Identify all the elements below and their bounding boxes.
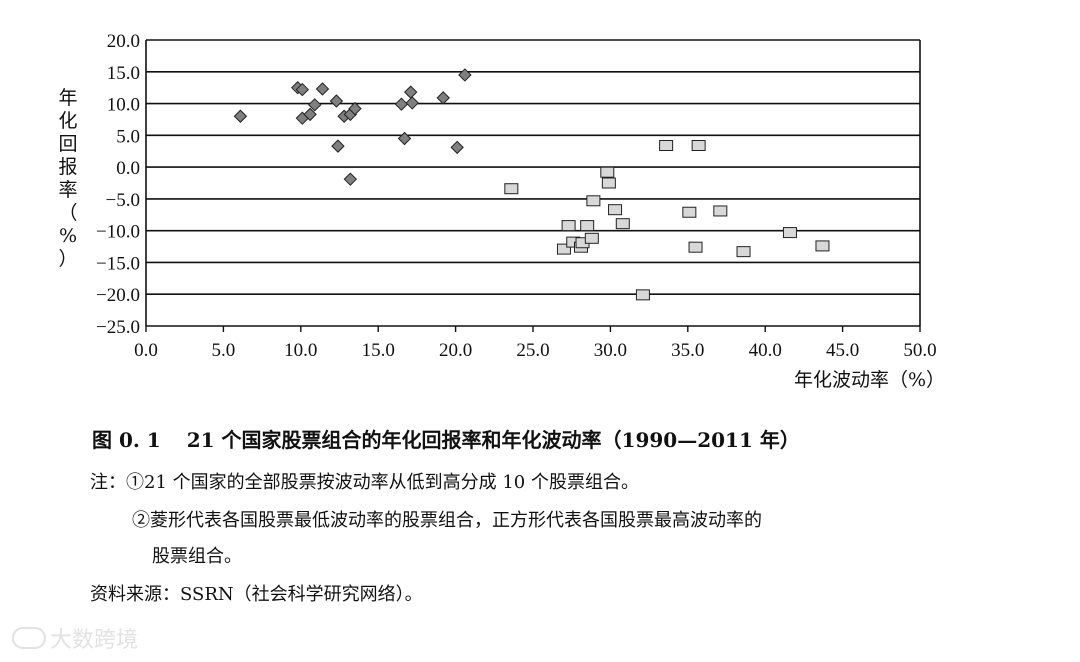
diamond-point	[233, 109, 248, 123]
y-label-char: 年	[58, 87, 77, 109]
diamond-point	[404, 85, 418, 99]
diamond-point	[397, 131, 412, 146]
y-label-char: 率	[58, 179, 77, 201]
y-label-char: （	[58, 202, 77, 224]
square-point	[580, 220, 595, 232]
y-label-char: 化	[58, 110, 77, 132]
x-tick-label: 25.0	[516, 340, 549, 361]
diamond-point	[308, 98, 322, 112]
note-line-3: 股票组合。	[152, 546, 242, 567]
diamond-point	[329, 94, 344, 108]
diamond-point	[348, 101, 362, 116]
diamond-point	[315, 82, 330, 96]
scatter-chart: 20.0 15.0 10.0 5.0 0.0 −5.0 −10.0 −15.0 −20.0 −25…	[58, 31, 945, 391]
y-tick-label: −20.0	[96, 285, 140, 306]
x-tick-label: 40.0	[749, 340, 782, 361]
square-point	[601, 177, 616, 189]
source-note: 资料来源：SSRN（社会科学研究网络）。	[90, 584, 423, 605]
diamond-point	[295, 82, 310, 97]
y-tick-label: 0.0	[116, 158, 140, 179]
figure-number: 图 0. 1	[92, 428, 161, 452]
x-tick-label: 50.0	[903, 340, 936, 361]
square-point	[736, 246, 751, 258]
y-tick-label: −25.0	[96, 317, 140, 338]
x-tick-label: 5.0	[212, 340, 236, 361]
y-tick-label: 5.0	[116, 126, 140, 147]
square-point	[713, 205, 728, 217]
square-point	[615, 218, 630, 230]
x-tick-label: 15.0	[362, 340, 395, 361]
x-axis-label: 年化波动率（%）	[794, 369, 945, 391]
watermark-logo-icon	[12, 627, 46, 649]
diamond-point	[331, 139, 345, 153]
square-point	[815, 240, 830, 252]
square-point	[659, 140, 674, 152]
y-tick-label: −5.0	[106, 190, 140, 211]
note-line-2: ②菱形代表各国股票最低波动率的股票组合，正方形代表各国股票最高波动率的	[132, 510, 762, 531]
square-point	[682, 206, 697, 218]
diamond-point	[394, 97, 409, 111]
y-tick-label: −10.0	[96, 222, 140, 243]
x-tick-labels: 0.0 5.0 10.0 15.0 20.0 25.0 30.0 35.0 40.0 45.0 50…	[134, 340, 937, 361]
square-point	[556, 243, 571, 255]
square-point	[782, 227, 797, 239]
square-point	[584, 232, 599, 244]
square-point	[504, 183, 519, 195]
y-tick-label: 15.0	[107, 63, 140, 84]
x-tick-label: 10.0	[284, 340, 317, 361]
grid-lines	[146, 39, 920, 327]
diamond-point	[458, 68, 472, 82]
x-tick-label: 30.0	[594, 340, 627, 361]
diamond-point	[405, 96, 419, 110]
axes	[145, 40, 921, 332]
diamond-point	[343, 172, 358, 186]
y-axis-label: 年化回报率（%）	[58, 87, 77, 270]
y-tick-labels: 20.0 15.0 10.0 5.0 0.0 −5.0 −10.0 −15.0 −20.0 −25…	[96, 31, 140, 338]
y-tick-label: 20.0	[107, 31, 140, 52]
y-label-char: 回	[58, 133, 77, 155]
figure-caption: 图 0. 1 21 个国家股票组合的年化回报率和年化波动率（1990—2011 年…	[92, 424, 800, 453]
square-point	[691, 140, 706, 152]
square-point	[635, 289, 650, 301]
square-point	[688, 241, 703, 253]
diamond-point	[450, 140, 464, 155]
diamond-point	[303, 107, 317, 122]
watermark: 大数跨境	[12, 622, 138, 654]
square-point	[586, 195, 601, 207]
note-line-1: 注：①21 个国家的全部股票按波动率从低到高分成 10 个股票组合。	[90, 472, 639, 493]
y-label-char: %	[59, 225, 77, 247]
x-tick-label: 35.0	[671, 340, 704, 361]
square-point	[561, 220, 576, 232]
y-label-char: ）	[58, 248, 77, 270]
x-tick-label: 0.0	[134, 340, 158, 361]
y-tick-label: −15.0	[96, 253, 140, 274]
x-tick-label: 20.0	[439, 340, 472, 361]
watermark-text: 大数跨境	[50, 628, 139, 653]
y-label-char: 报	[58, 156, 77, 178]
data-points	[233, 68, 830, 301]
figure-title: 21 个国家股票组合的年化回报率和年化波动率（1990—2011 年）	[186, 428, 800, 452]
y-tick-label: 10.0	[107, 95, 140, 116]
square-point	[608, 204, 623, 216]
x-tick-label: 45.0	[826, 340, 859, 361]
square-point	[600, 166, 615, 178]
diamond-point	[436, 91, 450, 105]
